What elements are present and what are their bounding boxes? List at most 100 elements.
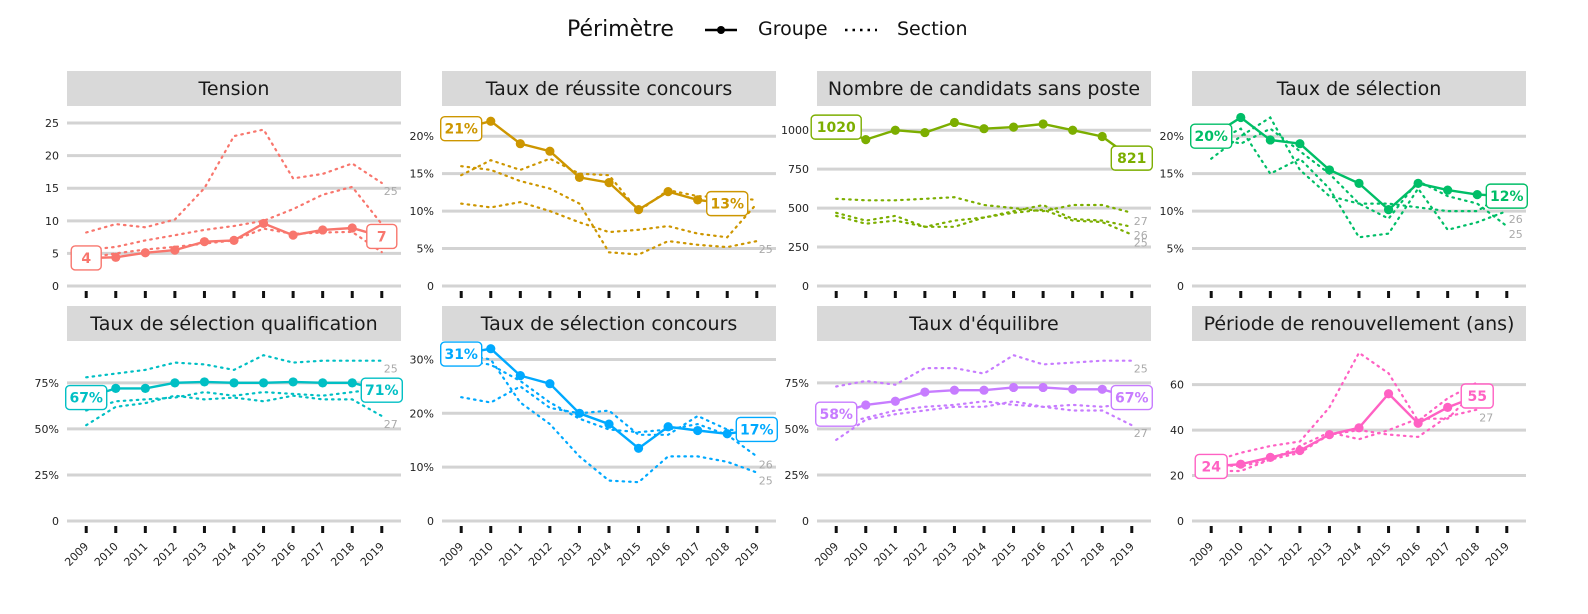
x-tick-label: 2009 xyxy=(1187,540,1216,569)
x-tick-mark xyxy=(202,291,206,298)
y-tick-label: 0 xyxy=(1177,515,1184,528)
group-point xyxy=(574,172,585,183)
group-point xyxy=(545,146,555,156)
panel-5: Taux de sélection qualification 0 25% 50% 75… xyxy=(35,306,403,569)
y-tick-label: 20 xyxy=(1170,470,1184,483)
section-line-3 xyxy=(1210,408,1479,473)
section-line-2 xyxy=(460,358,758,458)
x-tick-mark xyxy=(607,291,611,298)
section-label: 25 xyxy=(384,363,398,376)
end-label-box xyxy=(1485,183,1528,209)
group-point xyxy=(1265,452,1275,462)
panel-2: Taux de réussite concours 0 5% 10% 15% 20% 25 2… xyxy=(410,71,776,298)
x-tick-mark xyxy=(459,526,463,533)
x-tick-mark xyxy=(1041,291,1045,298)
x-tick-mark xyxy=(321,526,325,533)
section-label: 26 xyxy=(759,458,773,471)
group-point xyxy=(979,124,989,134)
group-point xyxy=(1472,190,1482,200)
panel-strip xyxy=(442,306,776,341)
end-label-box xyxy=(735,416,778,443)
x-tick-label: 2009 xyxy=(437,540,466,569)
x-tick-mark xyxy=(696,291,700,298)
group-point xyxy=(949,385,960,395)
y-tick-label: 5 xyxy=(52,247,59,260)
group-point xyxy=(347,378,357,388)
group-point xyxy=(1443,185,1453,195)
x-tick-mark xyxy=(1100,526,1104,533)
end-label: 13% xyxy=(710,197,744,213)
group-point xyxy=(140,383,150,393)
x-tick-mark xyxy=(350,526,354,533)
start-label-box xyxy=(810,114,862,140)
group-point xyxy=(1008,382,1019,393)
x-tick-mark xyxy=(262,526,266,533)
y-tick-label: 10% xyxy=(410,461,434,474)
start-label: 31% xyxy=(444,347,478,363)
y-tick-label: 25% xyxy=(785,469,809,482)
panel-strip xyxy=(817,306,1151,341)
x-tick-mark xyxy=(143,291,147,298)
group-point xyxy=(1324,430,1335,440)
group-point xyxy=(693,425,703,436)
group-point xyxy=(288,377,298,387)
legend-groupe-dot xyxy=(717,26,725,34)
section-line-2 xyxy=(1210,388,1479,468)
panel-strip xyxy=(442,71,776,106)
x-tick-mark xyxy=(489,291,493,298)
end-label-box xyxy=(366,223,398,250)
x-tick-mark xyxy=(834,291,838,298)
group-point xyxy=(861,134,871,145)
group-point xyxy=(920,387,930,397)
x-tick-label: 2014 xyxy=(1335,540,1364,569)
x-tick-label: 2018 xyxy=(1453,540,1482,569)
end-label: 821 xyxy=(1117,151,1146,167)
x-tick-mark xyxy=(607,526,611,533)
x-tick-mark xyxy=(321,291,325,298)
end-label: 71% xyxy=(365,383,399,399)
x-tick-label: 2012 xyxy=(901,540,930,569)
x-tick-mark xyxy=(755,291,759,298)
x-tick-label: 2013 xyxy=(556,540,585,569)
group-point xyxy=(258,218,269,229)
panel-6: Taux de sélection concours 0 10% 20% 30% 2009… xyxy=(410,306,778,569)
x-tick-mark xyxy=(232,526,236,533)
x-tick-mark xyxy=(952,291,956,298)
x-tick-mark xyxy=(1357,526,1361,533)
y-tick-label: 25% xyxy=(35,469,59,482)
group-point xyxy=(1236,459,1246,469)
group-point xyxy=(229,378,239,388)
group-point xyxy=(979,385,989,395)
group-point xyxy=(140,248,150,258)
x-tick-label: 2010 xyxy=(92,540,121,569)
x-tick-mark xyxy=(577,291,581,298)
group-point xyxy=(693,195,703,205)
group-point xyxy=(111,252,121,262)
x-tick-mark xyxy=(1239,291,1243,298)
x-tick-label: 2013 xyxy=(1306,540,1335,569)
section-line-2 xyxy=(460,200,758,239)
end-label: 67% xyxy=(1115,391,1149,407)
section-label: 26 xyxy=(1509,213,1523,226)
x-tick-label: 2011 xyxy=(121,540,150,569)
y-tick-label: 20% xyxy=(1160,130,1184,143)
start-label-box xyxy=(440,116,483,142)
x-tick-mark xyxy=(114,291,118,298)
y-tick-label: 0 xyxy=(802,515,809,528)
x-tick-mark xyxy=(1416,526,1420,533)
x-tick-mark xyxy=(923,291,927,298)
x-tick-label: 2012 xyxy=(151,540,180,569)
group-point xyxy=(199,237,210,247)
group-point xyxy=(1413,178,1423,188)
group-line xyxy=(1211,391,1478,468)
x-tick-mark xyxy=(1298,526,1302,533)
y-tick-label: 5% xyxy=(1167,243,1184,256)
start-label-box xyxy=(1194,453,1228,480)
x-tick-mark xyxy=(725,291,729,298)
group-point xyxy=(1383,205,1394,215)
y-tick-label: 10 xyxy=(45,215,59,228)
group-point xyxy=(1413,418,1423,428)
y-tick-label: 0 xyxy=(427,515,434,528)
x-tick-mark xyxy=(637,526,641,533)
